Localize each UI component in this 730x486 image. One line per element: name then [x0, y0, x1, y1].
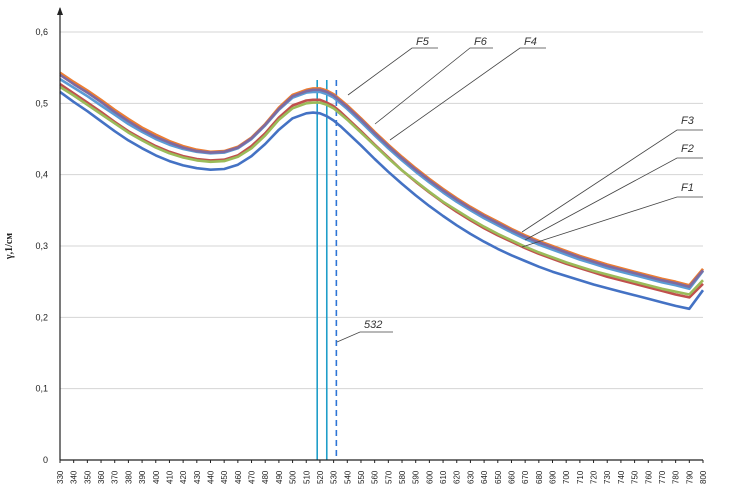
- x-tick-label: 640: [480, 470, 489, 484]
- y-axis-label: γ,1/см: [4, 233, 15, 260]
- x-tick-label: 330: [56, 470, 65, 484]
- x-tick-label: 660: [507, 470, 516, 484]
- annotation-f1-label: F1: [681, 182, 694, 194]
- annotation-f5-leader: [347, 47, 438, 96]
- vertical-markers: [316, 80, 338, 460]
- annotation-f4-leader: [389, 47, 546, 141]
- annotation-532-leader: [336, 331, 393, 343]
- x-tick-label: 450: [220, 470, 229, 484]
- x-tick-label: 750: [631, 470, 640, 484]
- x-tick-label: 420: [179, 470, 188, 484]
- x-tick-label: 690: [549, 470, 558, 484]
- x-tick-label: 410: [165, 470, 174, 484]
- x-tick-label: 720: [590, 470, 599, 484]
- x-tick-label: 550: [357, 470, 366, 484]
- x-tick-label: 500: [289, 470, 298, 484]
- y-tick-label: 0,4: [35, 170, 48, 180]
- x-tick-label: 340: [70, 470, 79, 484]
- y-tick-label: 0,6: [35, 27, 48, 37]
- annotation-f2-label: F2: [681, 143, 694, 155]
- annotation-f6-leader: [374, 47, 493, 125]
- y-tick-label: 0: [43, 455, 48, 465]
- x-tick-label: 570: [384, 470, 393, 484]
- x-tick-label: 780: [672, 470, 681, 484]
- x-tick-label: 760: [644, 470, 653, 484]
- x-tick-label: 530: [330, 470, 339, 484]
- annotation-f1-leader: [521, 196, 703, 248]
- x-tick-label: 440: [206, 470, 215, 484]
- x-tick-label: 610: [439, 470, 448, 484]
- x-tick-label: 430: [193, 470, 202, 484]
- x-tick-label: 400: [152, 470, 161, 484]
- x-tick-label: 490: [275, 470, 284, 484]
- x-tick-label: 350: [83, 470, 92, 484]
- y-axis-arrow: [57, 7, 63, 15]
- x-tick-label: 470: [248, 470, 257, 484]
- grid-layer: [60, 31, 703, 390]
- series-line-f1: [59, 90, 705, 311]
- x-tick-label: 540: [343, 470, 352, 484]
- x-tick-label: 460: [234, 470, 243, 484]
- x-tick-label: 390: [138, 470, 147, 484]
- x-tick-label: 590: [412, 470, 421, 484]
- x-tick-label: 730: [603, 470, 612, 484]
- series-line-f6: [59, 73, 704, 288]
- annotation-layer: F5 F6 F4 F3 F2 F1 532: [336, 36, 703, 343]
- x-tick-label: 620: [453, 470, 462, 484]
- annotation-532-label: 532: [364, 319, 382, 331]
- axis-layer: 0 0,1 0,2 0,3 0,4 0,5 0,6 330 340 350 360 370 380 390…: [35, 7, 708, 484]
- x-tick-label: 380: [124, 470, 133, 484]
- annotation-f6-label: F6: [474, 36, 488, 48]
- y-tick-label: 0,2: [35, 312, 48, 322]
- y-tick-label: 0,5: [35, 98, 48, 108]
- x-tick-label: 650: [494, 470, 503, 484]
- x-tick-label: 710: [576, 470, 585, 484]
- x-tick-label: 770: [658, 470, 667, 484]
- x-tick-label: 560: [371, 470, 380, 484]
- x-tick-label: 480: [261, 470, 270, 484]
- series-line-f3: [59, 85, 704, 296]
- annotation-f5-label: F5: [416, 36, 430, 48]
- x-tick-label: 630: [466, 470, 475, 484]
- series-layer: [59, 71, 705, 311]
- x-tick-label: 600: [425, 470, 434, 484]
- x-tick-label: 370: [111, 470, 120, 484]
- annotation-f4-label: F4: [524, 36, 537, 48]
- series-line-f4: [59, 77, 705, 291]
- x-tick-label: 740: [617, 470, 626, 484]
- series-line-f5: [59, 71, 704, 287]
- annotation-f2-leader: [524, 157, 703, 241]
- x-tick-label: 790: [685, 470, 694, 484]
- annotation-f3-leader: [521, 129, 703, 233]
- x-tick-label: 360: [97, 470, 106, 484]
- x-tick-label: 700: [562, 470, 571, 484]
- y-tick-label: 0,1: [35, 384, 48, 394]
- x-tick-label: 580: [398, 470, 407, 484]
- x-tick-label: 800: [699, 470, 708, 484]
- y-tick-label: 0,3: [35, 241, 48, 251]
- x-tick-label: 520: [316, 470, 325, 484]
- x-tick-label: 510: [302, 470, 311, 484]
- x-tick-label: 680: [535, 470, 544, 484]
- x-tick-label: 670: [521, 470, 530, 484]
- annotation-f3-label: F3: [681, 115, 695, 127]
